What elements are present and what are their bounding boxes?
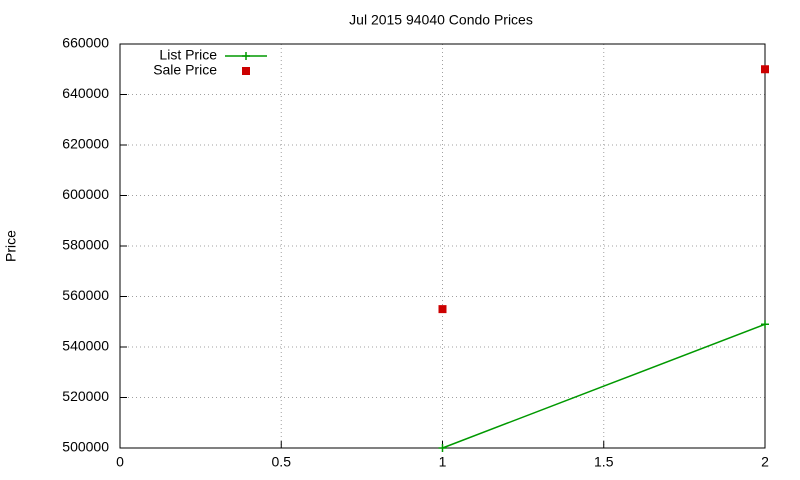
x-tick-label: 2 (761, 454, 769, 470)
y-axis-label: Price (3, 230, 19, 262)
y-tick-label: 580000 (62, 237, 109, 253)
y-tick-label: 620000 (62, 136, 109, 152)
legend-marker (242, 67, 250, 75)
legend-label: List Price (159, 47, 217, 63)
y-tick-label: 520000 (62, 388, 109, 404)
point (438, 444, 447, 452)
chart-title: Jul 2015 94040 Condo Prices (349, 12, 533, 28)
y-tick-label: 640000 (62, 85, 109, 101)
x-tick-label: 1.5 (594, 454, 614, 470)
legend-marker (242, 52, 250, 60)
x-tick-label: 1 (439, 454, 447, 470)
x-tick-label: 0 (116, 454, 124, 470)
y-tick-label: 540000 (62, 338, 109, 354)
y-tick-label: 600000 (62, 186, 109, 202)
point (761, 65, 769, 74)
y-tick-label: 560000 (62, 287, 109, 303)
legend-label: Sale Price (153, 62, 217, 78)
x-tick-label: 0.5 (272, 454, 292, 470)
y-tick-label: 500000 (62, 439, 109, 455)
series-line (442, 323, 766, 449)
point (761, 320, 769, 329)
y-tick-label: 660000 (62, 35, 109, 51)
point (438, 305, 447, 314)
